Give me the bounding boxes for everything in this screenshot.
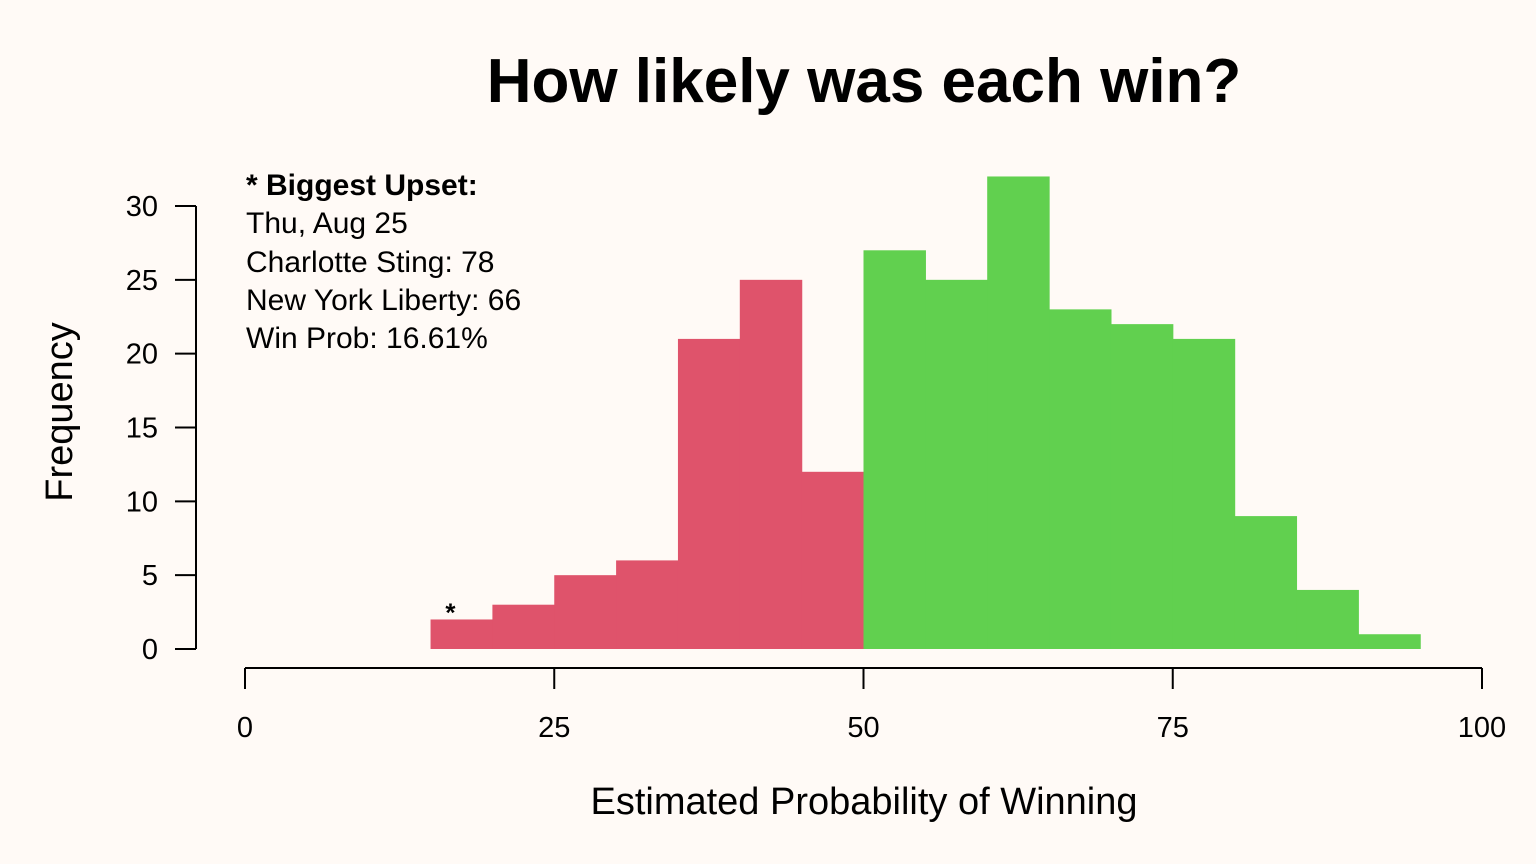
histogram-bar-50-55 — [863, 250, 926, 650]
biggest-upset-annotation: * Biggest Upset: Thu, Aug 25 Charlotte S… — [246, 169, 521, 355]
histogram-bar-35-40 — [677, 338, 741, 649]
histogram-bar-45-50 — [801, 471, 865, 649]
x-tick-label-50: 50 — [847, 712, 879, 744]
x-tick-label-25: 25 — [538, 712, 570, 744]
x-axis-title: Estimated Probability of Winning — [590, 781, 1137, 823]
y-tick-label-20: 20 — [126, 339, 158, 371]
histogram-bar-15-20 — [430, 619, 493, 649]
upset-marker: * — [445, 597, 456, 627]
histogram-bar-60-65 — [987, 176, 1050, 649]
y-tick-label-25: 25 — [126, 265, 158, 297]
y-tick-label-5: 5 — [142, 560, 158, 592]
y-tick-label-0: 0 — [142, 634, 158, 666]
annotation-line-win-prob: Win Prob: 16.61% — [246, 322, 488, 355]
y-tick-label-10: 10 — [126, 486, 158, 518]
x-tick-label-100: 100 — [1458, 712, 1506, 744]
histogram-bars — [430, 176, 1421, 650]
annotation-line-winner: Charlotte Sting: 78 — [246, 246, 494, 279]
histogram-bar-80-85 — [1234, 516, 1298, 649]
histogram-bar-65-70 — [1049, 309, 1112, 649]
histogram-bar-75-80 — [1172, 338, 1236, 649]
histogram-bar-30-35 — [616, 560, 679, 649]
histogram-bar-90-95 — [1358, 634, 1421, 649]
histogram-bar-20-25 — [492, 604, 555, 649]
y-tick-label-30: 30 — [126, 191, 158, 223]
histogram-bar-55-60 — [925, 279, 988, 649]
annotation-heading: * Biggest Upset: — [246, 169, 478, 202]
histogram-bar-40-45 — [739, 279, 803, 649]
y-axis: 0 5 10 15 20 25 30 — [126, 191, 197, 666]
chart-title: How likely was each win? — [487, 47, 1242, 116]
histogram-bar-70-75 — [1110, 324, 1174, 649]
histogram-bar-85-90 — [1296, 589, 1359, 649]
y-tick-label-15: 15 — [126, 413, 158, 445]
annotation-line-date: Thu, Aug 25 — [246, 207, 408, 240]
histogram-bar-25-30 — [554, 575, 617, 649]
y-axis-title: Frequency — [39, 322, 81, 502]
x-axis: 0 25 50 75 100 — [237, 667, 1506, 744]
annotation-line-loser: New York Liberty: 66 — [246, 284, 521, 317]
x-tick-label-75: 75 — [1157, 712, 1189, 744]
x-tick-label-0: 0 — [237, 712, 253, 744]
